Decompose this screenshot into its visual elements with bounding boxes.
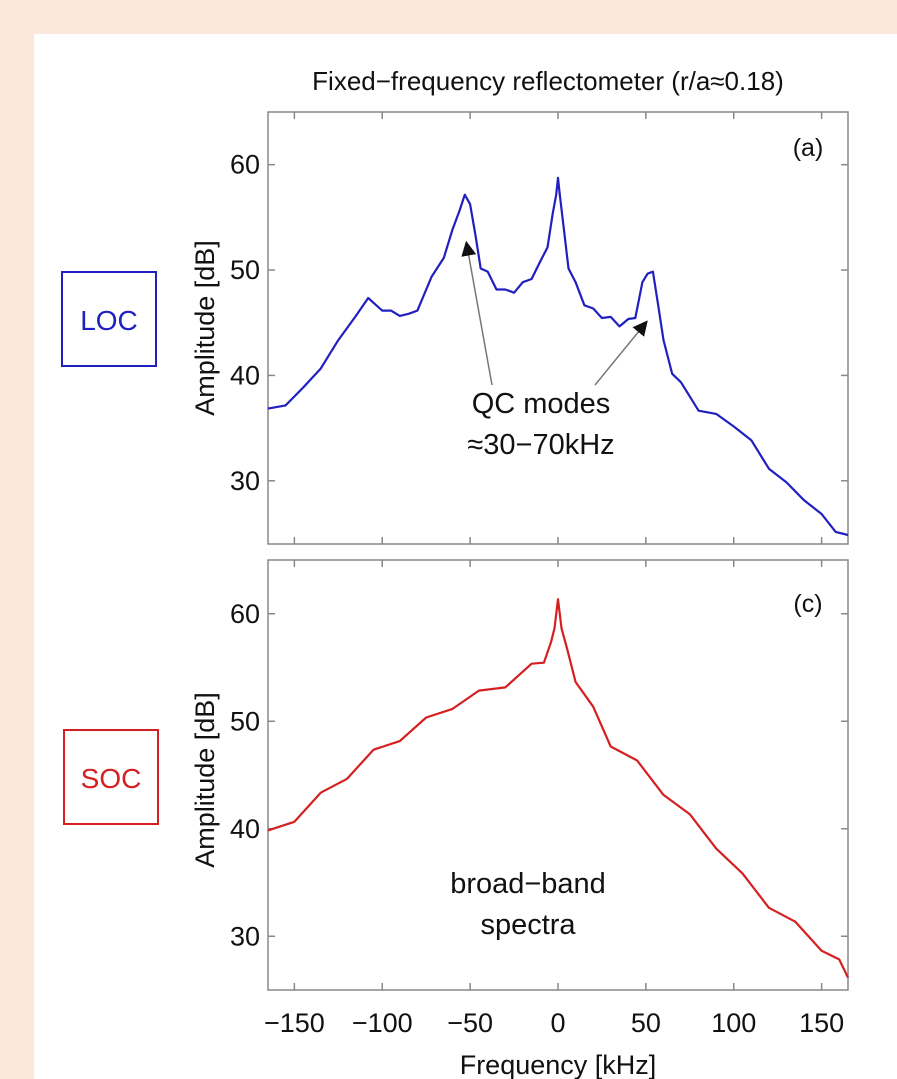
panel-c-xtick-label-0: −150 [264,1008,325,1038]
panel-a-ytick-label-3: 60 [230,150,260,180]
panel-a-ytick-label-1: 40 [230,360,260,390]
figure-background [34,34,897,1079]
panel-c-ytick-label-1: 40 [230,814,260,844]
panel-c: 30 40 50 60 −150 −100 −50 0 50 100 150 (c) Amplit… [190,559,849,1079]
figure-title: Fixed−frequency reflectometer (r/a≈0.18) [312,66,784,96]
panel-a-annotation-arrow-1 [594,320,648,386]
panel-a-annotation-line-1: QC modes [472,388,611,420]
panel-c-ticks [268,560,848,990]
loc-regime-label: LOC [80,305,138,336]
panel-c-xtick-label-2: −50 [447,1008,493,1038]
panel-a-annotation-arrow-0 [461,240,493,386]
panel-a-annotation: QC modes ≈30−70kHz [461,240,648,461]
panel-c-xtick-label-5: 100 [711,1008,756,1038]
panel-c-xtick-label-4: 50 [631,1008,661,1038]
panel-c-ytick-label-2: 50 [230,706,260,736]
panel-c-panel-label: (c) [793,590,822,618]
panel-c-xlabel: Frequency [kHz] [460,1050,657,1079]
loc-regime-box: LOC [61,271,157,367]
panel-c-xtick-label-3: 0 [550,1008,565,1038]
panel-c-xtick-label-1: −100 [352,1008,413,1038]
panel-c-ylabel: Amplitude [dB] [190,692,220,868]
panel-c-xtick-label-6: 150 [799,1008,844,1038]
panel-a-ytick-label-0: 30 [230,466,260,496]
panel-a-ytick-label-2: 50 [230,255,260,285]
panel-a-series-line [267,176,849,537]
panel-a-ticks [268,112,848,544]
panel-a: 30 40 50 60 (a) Amplitude [dB] QC modes ≈30… [190,111,849,545]
loc-regime-box-frame [61,271,157,367]
panel-a-annotation-line-2: ≈30−70kHz [467,429,614,461]
panel-c-annotation-line-1: broad−band [450,868,606,900]
panel-c-ytick-label-0: 30 [230,921,260,951]
soc-regime-label: SOC [81,763,142,794]
panel-c-xtick-labels: −150 −100 −50 0 50 100 150 [264,1008,844,1038]
panel-a-panel-label: (a) [793,134,824,162]
panel-a-ylabel: Amplitude [dB] [190,240,220,416]
soc-regime-box: SOC [63,729,159,825]
panel-c-annotation-line-2: spectra [480,909,576,941]
panel-c-ytick-labels: 30 40 50 60 [230,599,260,952]
soc-regime-box-frame [63,729,159,825]
panel-a-ytick-labels: 30 40 50 60 [230,150,260,496]
panel-c-ytick-label-3: 60 [230,599,260,629]
panel-c-series-line [267,598,849,979]
